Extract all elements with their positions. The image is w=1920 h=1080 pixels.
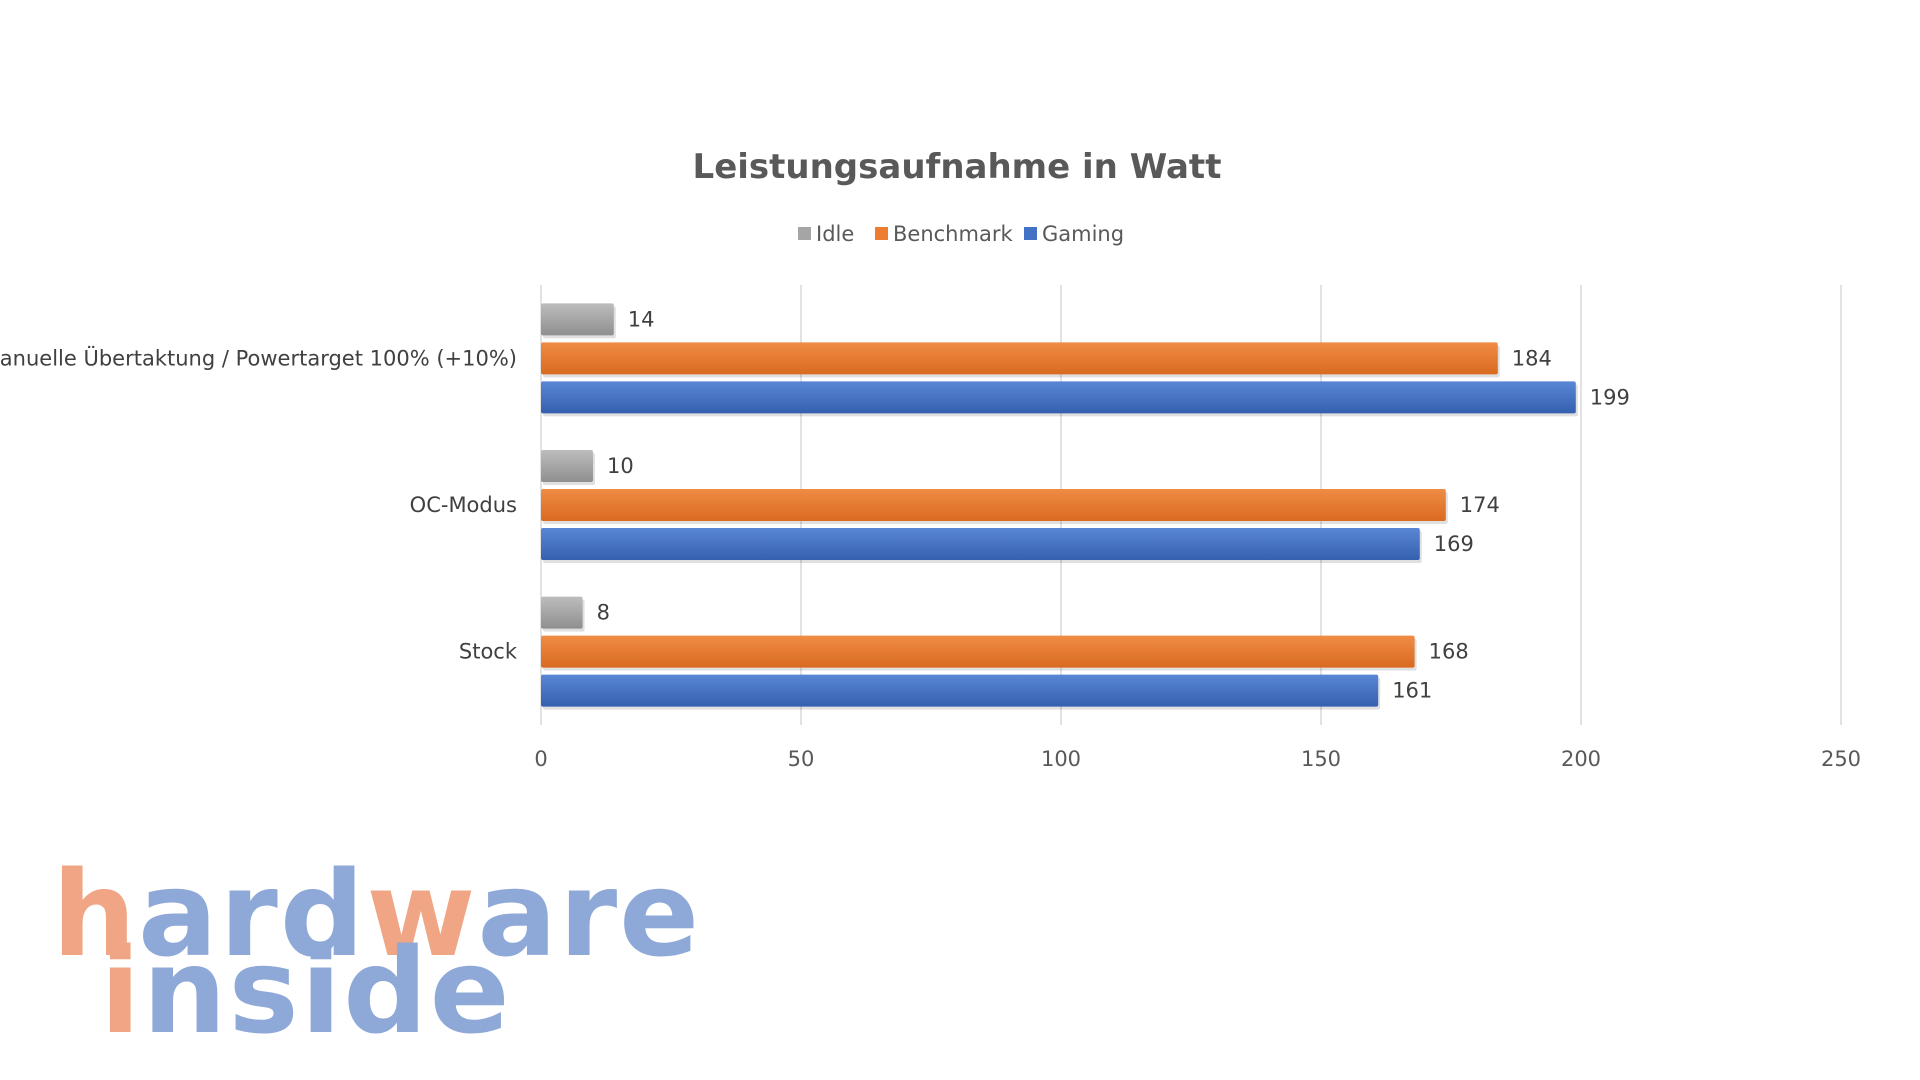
bar-rect [541, 450, 593, 482]
data-label: 168 [1429, 640, 1469, 664]
x-tick-label: 200 [1561, 747, 1601, 771]
data-label: 184 [1512, 346, 1552, 370]
bar-gaming: 161 [541, 674, 1432, 710]
category-label: Manuelle Übertaktung / Powertarget 100% … [0, 345, 517, 370]
data-label: 161 [1392, 679, 1432, 703]
category-labels: Manuelle Übertaktung / Powertarget 100% … [0, 345, 518, 663]
data-label: 169 [1434, 532, 1474, 556]
legend: Idle Benchmark Gaming [798, 222, 1124, 246]
category-label: OC-Modus [410, 493, 517, 517]
bar-benchmark: 168 [541, 635, 1469, 671]
bar-rect [541, 674, 1379, 707]
legend-swatch [875, 227, 888, 240]
bar-rect [541, 528, 1420, 560]
legend-swatch [798, 227, 811, 240]
data-label: 14 [628, 307, 655, 331]
bar-rect [541, 342, 1498, 375]
data-label: 199 [1590, 385, 1630, 409]
legend-label: Benchmark [893, 222, 1013, 246]
bar-gaming: 199 [541, 381, 1630, 417]
bar-rect [541, 635, 1415, 668]
legend-item-benchmark: Benchmark [875, 222, 1013, 246]
bar-rect [541, 303, 614, 336]
legend-label: Idle [816, 222, 854, 246]
bar-rect [541, 489, 1446, 521]
x-tick-label: 50 [788, 747, 815, 771]
bar-benchmark: 184 [541, 342, 1552, 378]
x-tick-label: 100 [1041, 747, 1081, 771]
data-label: 10 [607, 454, 634, 478]
hardware-inside-logo: hardware inside [52, 845, 701, 1060]
bar-idle: 8 [541, 596, 610, 632]
bar-rect [541, 381, 1576, 414]
data-label: 8 [597, 601, 610, 625]
chart-title: Leistungsaufnahme in Watt [693, 147, 1222, 187]
legend-item-gaming: Gaming [1024, 222, 1124, 246]
legend-swatch [1024, 227, 1037, 240]
category-label: Stock [459, 640, 518, 664]
logo-line-1: hardware [52, 845, 701, 983]
x-tick-label: 0 [534, 747, 547, 771]
logo-line-2: inside [100, 922, 512, 1060]
bar-benchmark: 174 [541, 489, 1500, 524]
legend-item-idle: Idle [798, 222, 854, 246]
x-axis-ticks: 0 50 100 150 200 250 [534, 747, 1861, 771]
x-tick-label: 250 [1821, 747, 1861, 771]
bars: 14 184 199 10 174 169 8 168 161 [541, 303, 1630, 710]
bar-idle: 10 [541, 450, 634, 485]
bar-idle: 14 [541, 303, 655, 339]
bar-gaming: 169 [541, 528, 1474, 563]
legend-label: Gaming [1042, 222, 1124, 246]
bar-rect [541, 596, 583, 629]
data-label: 174 [1460, 493, 1500, 517]
x-tick-label: 150 [1301, 747, 1341, 771]
